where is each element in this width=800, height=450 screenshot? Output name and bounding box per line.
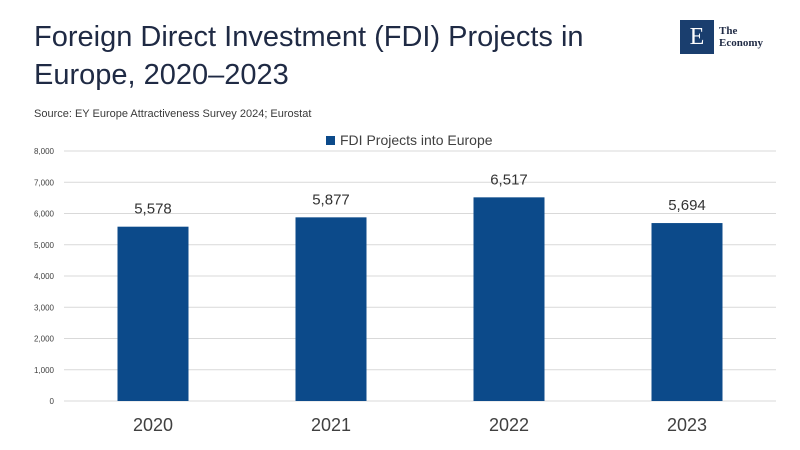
chart-title: Foreign Direct Investment (FDI) Projects… [34, 21, 584, 91]
y-tick-label: 8,000 [34, 147, 55, 156]
y-axis: 0 1,000 2,000 3,000 4,000 5,000 6,000 7,000 8,00… [34, 147, 55, 406]
x-axis: 2020 2021 2022 2023 [133, 415, 707, 435]
y-tick-label: 1,000 [34, 366, 55, 375]
x-tick-label-2022: 2022 [489, 415, 529, 435]
y-tick-label: 5,000 [34, 241, 55, 250]
legend-label: FDI Projects into Europe [340, 132, 493, 148]
brand-logo: E The Economy [680, 20, 763, 54]
logo-wordmark: The Economy [719, 25, 763, 49]
data-label-2022: 6,517 [490, 171, 528, 188]
data-label-2020: 5,578 [134, 201, 172, 218]
y-tick-label: 7,000 [34, 178, 55, 187]
y-tick-label: 6,000 [34, 210, 55, 219]
legend-swatch [326, 136, 335, 145]
data-label-2023: 5,694 [668, 197, 706, 214]
bar-2022 [473, 197, 545, 401]
x-tick-label-2023: 2023 [667, 415, 707, 435]
y-tick-label: 3,000 [34, 303, 55, 312]
x-tick-label-2021: 2021 [311, 415, 351, 435]
bars [117, 197, 723, 401]
source-note: Source: EY Europe Attractiveness Survey … [34, 108, 312, 120]
y-tick-label: 0 [50, 397, 55, 406]
logo-line-2: Economy [719, 37, 763, 49]
logo-e-icon: E [680, 20, 714, 54]
legend: FDI Projects into Europe [326, 132, 493, 148]
y-tick-label: 4,000 [34, 272, 55, 281]
data-labels: 5,578 5,877 6,517 5,694 [134, 171, 706, 217]
y-tick-label: 2,000 [34, 335, 55, 344]
x-tick-label-2020: 2020 [133, 415, 173, 435]
bar-2021 [295, 217, 367, 401]
bar-2023 [651, 223, 723, 401]
logo-line-1: The [719, 25, 738, 37]
data-label-2021: 5,877 [312, 191, 350, 208]
bar-2020 [117, 226, 189, 401]
